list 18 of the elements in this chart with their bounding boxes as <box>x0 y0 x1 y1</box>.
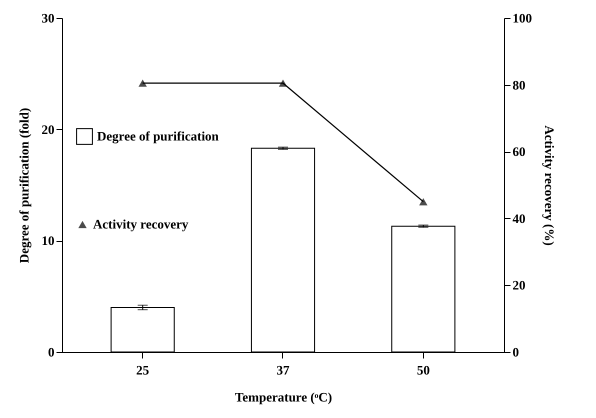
x-tick-label: 37 <box>276 362 290 378</box>
y2-axis-title: Activity recovery (%) <box>542 125 557 246</box>
y-tick-label: 30 <box>42 10 54 26</box>
x-axis-title: Temperature (ᵒC) <box>234 390 332 404</box>
legend-label: Degree of purification <box>97 128 220 144</box>
y-axis-title: Degree of purification (fold) <box>16 108 32 264</box>
y2-tick-label: 40 <box>512 210 526 226</box>
y2-tick-label: 0 <box>512 344 519 360</box>
y-tick-label: 0 <box>48 344 54 360</box>
y2-tick-label: 20 <box>512 278 526 293</box>
y2-tick-label: 60 <box>512 144 526 160</box>
x-tick-label: 25 <box>136 362 150 378</box>
legend-label: Activity recovery <box>93 216 189 232</box>
y2-tick-label: 100 <box>512 10 532 26</box>
y2-tick-label: 80 <box>512 77 526 92</box>
y-tick-label: 20 <box>42 122 54 137</box>
x-tick-label: 50 <box>416 362 430 378</box>
y-tick-label: 10 <box>42 233 54 248</box>
